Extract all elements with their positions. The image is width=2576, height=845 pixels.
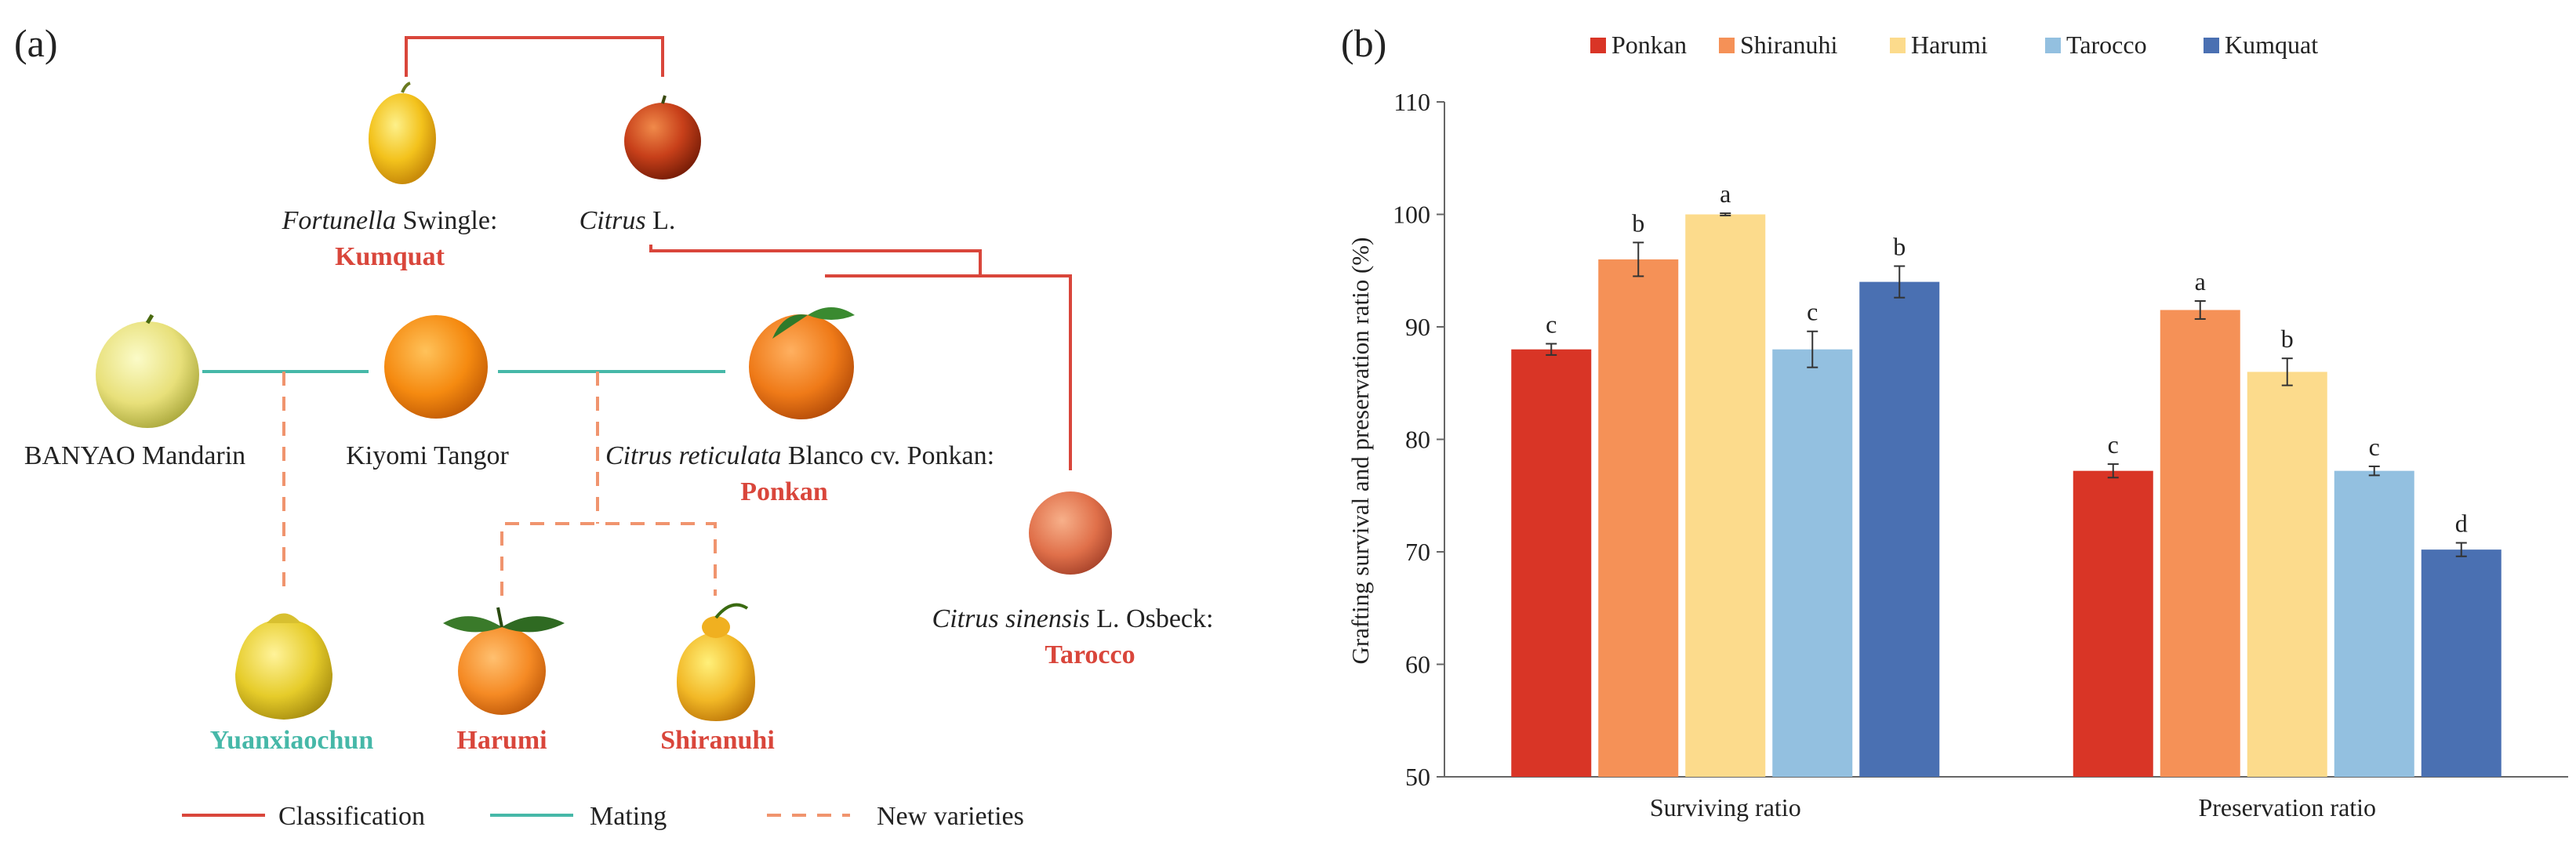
chart-bars: c b a c b c a b c d	[1511, 180, 2502, 778]
bar	[2073, 470, 2153, 777]
ponkan-label: Ponkan	[740, 477, 828, 506]
legend-label: Tarocco	[2066, 31, 2147, 59]
x-category-label: Preservation ratio	[2198, 793, 2376, 821]
y-tick-label: 90	[1405, 313, 1430, 341]
bar	[1859, 281, 1940, 778]
ponkan-species-label: Citrus reticulata Blanco cv. Ponkan:	[605, 441, 994, 470]
panel-a-legend: Classification Mating New varieties	[182, 802, 1024, 831]
significance-letter: b	[2281, 325, 2294, 353]
tarocco-fruit-image	[1029, 491, 1112, 575]
legend-swatch	[1719, 38, 1735, 53]
citrus-fruit-image	[624, 95, 701, 180]
legend-label: Ponkan	[1611, 31, 1687, 59]
fortunella-label: Fortunella Swingle:	[282, 206, 498, 235]
legend-swatch	[2045, 38, 2061, 53]
chart-axes: 50 60 70 80 90 100 110 Surviving ratio Preservat…	[1393, 88, 2568, 821]
legend-classification-label: Classification	[278, 802, 425, 831]
bar	[2160, 310, 2240, 778]
legend-mating-label: Mating	[590, 802, 667, 831]
citrus-label: Citrus L.	[580, 206, 676, 235]
significance-letter: c	[2108, 430, 2119, 459]
y-tick-label: 110	[1393, 88, 1430, 116]
harumi-label: Harumi	[456, 726, 547, 755]
kiyomi-label: Kiyomi Tangor	[346, 441, 509, 470]
significance-letter: a	[1720, 180, 1731, 208]
kiyomi-fruit-image	[384, 315, 488, 419]
legend-label: Shiranuhi	[1740, 31, 1838, 59]
bar	[2334, 470, 2414, 777]
significance-letter: d	[2455, 510, 2468, 538]
x-category-label: Surviving ratio	[1650, 793, 1801, 821]
significance-letter: a	[2195, 267, 2206, 296]
bar	[1511, 349, 1592, 777]
panel-a: (a)	[14, 21, 1213, 831]
kumquat-label: Kumquat	[335, 242, 445, 271]
bar	[2421, 549, 2502, 777]
tarocco-label: Tarocco	[1045, 640, 1135, 669]
significance-letter: b	[1893, 233, 1906, 261]
panel-b-label: (b)	[1341, 21, 1386, 65]
y-axis-title: Grafting survival and preservation ratio…	[1346, 238, 1374, 665]
y-tick-label: 70	[1405, 538, 1430, 566]
significance-letter: c	[2369, 433, 2380, 461]
y-tick-label: 50	[1405, 763, 1430, 791]
legend-label: Kumquat	[2225, 31, 2318, 59]
panel-b: (b) Ponkan Shiranuhi Harumi Tarocco Kumquat …	[1341, 21, 2568, 821]
shiranuhi-label: Shiranuhi	[660, 726, 775, 755]
new-variety-lines	[282, 372, 717, 596]
yuanxiaochun-label: Yuanxiaochun	[210, 726, 374, 755]
kumquat-fruit-image	[369, 82, 436, 184]
significance-letter: c	[1546, 310, 1557, 339]
y-tick-label: 100	[1393, 201, 1430, 229]
legend-swatch	[2204, 38, 2219, 53]
ponkan-fruit-image	[749, 307, 855, 419]
bar	[1598, 259, 1679, 777]
panel-a-label: (a)	[14, 21, 58, 65]
harumi-fruit-image	[443, 607, 565, 715]
bar	[1772, 349, 1853, 777]
tarocco-species-label: Citrus sinensis L. Osbeck:	[932, 604, 1214, 633]
banyao-fruit-image	[96, 314, 199, 428]
significance-letter: c	[1807, 298, 1818, 326]
y-tick-label: 80	[1405, 426, 1430, 454]
shiranuhi-fruit-image	[677, 603, 755, 721]
legend-label: Harumi	[1911, 31, 1988, 59]
legend-new-varieties-label: New varieties	[877, 802, 1024, 831]
chart-legend: Ponkan Shiranuhi Harumi Tarocco Kumquat	[1590, 31, 2318, 59]
bar	[1685, 214, 1766, 777]
significance-letter: b	[1632, 209, 1644, 237]
banyao-label: BANYAO Mandarin	[24, 441, 245, 470]
bar	[2247, 372, 2327, 777]
y-tick-label: 60	[1405, 651, 1430, 679]
legend-swatch	[1890, 38, 1906, 53]
classification-lines	[405, 36, 1072, 470]
yuanxiaochun-fruit-image	[235, 613, 332, 720]
legend-swatch	[1590, 38, 1606, 53]
